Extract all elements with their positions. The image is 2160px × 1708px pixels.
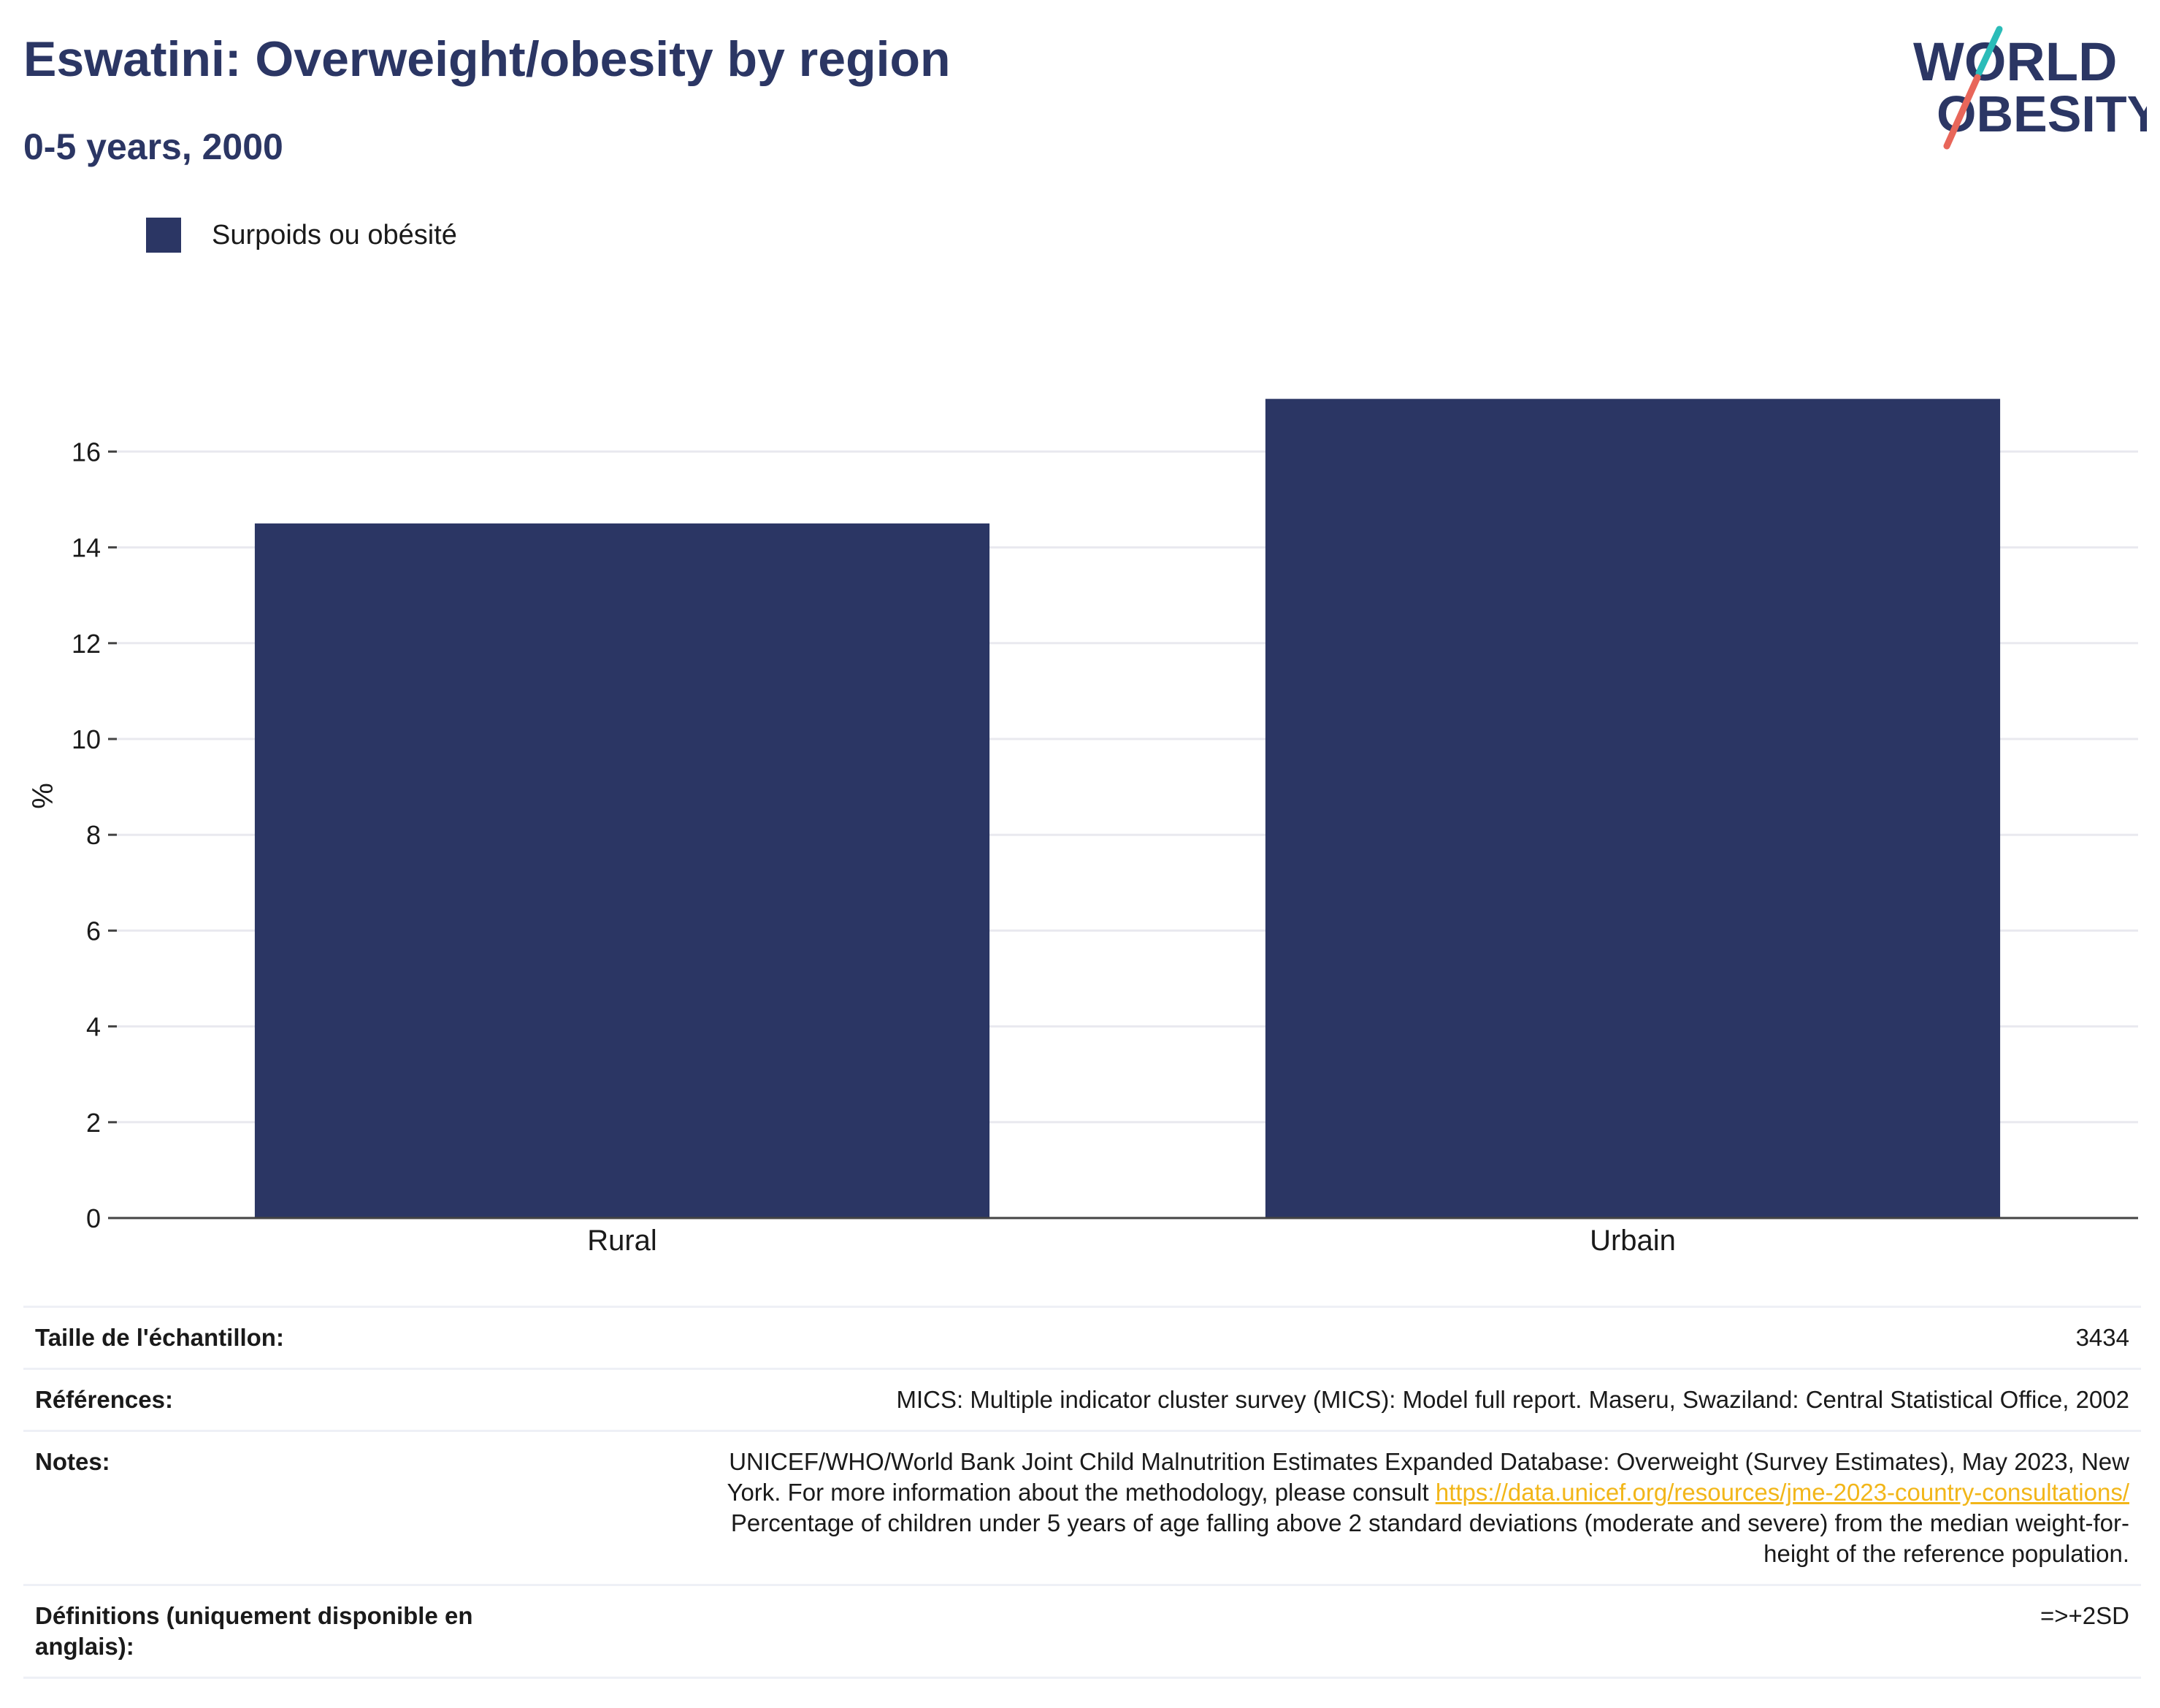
y-tick-label-4: 4	[86, 1012, 101, 1042]
legend[interactable]: Surpoids ou obésité	[146, 218, 457, 253]
notes-line4: height of the reference population.	[1763, 1540, 2129, 1567]
sample-label: Taille de l'échantillon:	[23, 1306, 529, 1369]
legend-label: Surpoids ou obésité	[212, 219, 457, 250]
notes-label: Notes:	[23, 1430, 529, 1585]
x-tick-label-urbain: Urbain	[1590, 1225, 1676, 1257]
logo-line1: WORLD	[1913, 31, 2118, 92]
sample-value: 3434	[529, 1306, 2141, 1369]
y-tick-label-2: 2	[86, 1108, 101, 1138]
bars	[254, 399, 2001, 1218]
y-tick-label-10: 10	[72, 724, 101, 754]
references-row: Références: MICS: Multiple indicator clu…	[23, 1368, 2141, 1431]
logo-accent-teal	[1975, 26, 2003, 77]
info-table: Taille de l'échantillon: 3434 Références…	[23, 1306, 2141, 1679]
y-tick-label-6: 6	[86, 916, 101, 946]
notes-row: Notes: UNICEF/WHO/World Bank Joint Child…	[23, 1430, 2141, 1585]
notes-line1: UNICEF/WHO/World Bank Joint Child Malnut…	[729, 1448, 2129, 1475]
world-obesity-logo: WORLD OBESITY	[1913, 26, 2147, 150]
definitions-value: =>+2SD	[529, 1584, 2141, 1679]
sample-row: Taille de l'échantillon: 3434	[23, 1306, 2141, 1369]
notes-value: UNICEF/WHO/World Bank Joint Child Malnut…	[529, 1430, 2141, 1585]
notes-line3: Percentage of children under 5 years of …	[730, 1509, 2129, 1536]
references-label: Références:	[23, 1368, 529, 1431]
references-value: MICS: Multiple indicator cluster survey …	[529, 1368, 2141, 1431]
bar-rural[interactable]	[254, 523, 990, 1218]
logo-accent-red	[1943, 74, 1981, 150]
notes-line2: York. For more information about the met…	[727, 1479, 1436, 1506]
chart-subtitle: 0-5 years, 2000	[23, 126, 283, 167]
bar-chart: 0 2 4 6 8 10 12 14 16 Rural Urbain %	[27, 399, 2138, 1257]
y-tick-label-16: 16	[72, 437, 101, 467]
chart-title: Eswatini: Overweight/obesity by region	[23, 31, 951, 87]
legend-swatch	[146, 218, 181, 253]
y-tick-label-8: 8	[86, 820, 101, 850]
y-tick-label-0: 0	[86, 1203, 101, 1233]
x-tick-label-rural: Rural	[587, 1225, 657, 1257]
definitions-label: Définitions (uniquement disponible en an…	[23, 1584, 529, 1679]
y-tick-label-14: 14	[72, 533, 101, 563]
axes: 0 2 4 6 8 10 12 14 16 Rural Urbain	[72, 437, 2138, 1257]
y-axis-label: %	[27, 783, 59, 809]
bar-urbain[interactable]	[1265, 399, 2001, 1218]
y-tick-label-12: 12	[72, 629, 101, 659]
definitions-row: Définitions (uniquement disponible en an…	[23, 1584, 2141, 1679]
notes-link[interactable]: https://data.unicef.org/resources/jme-20…	[1435, 1479, 2129, 1506]
